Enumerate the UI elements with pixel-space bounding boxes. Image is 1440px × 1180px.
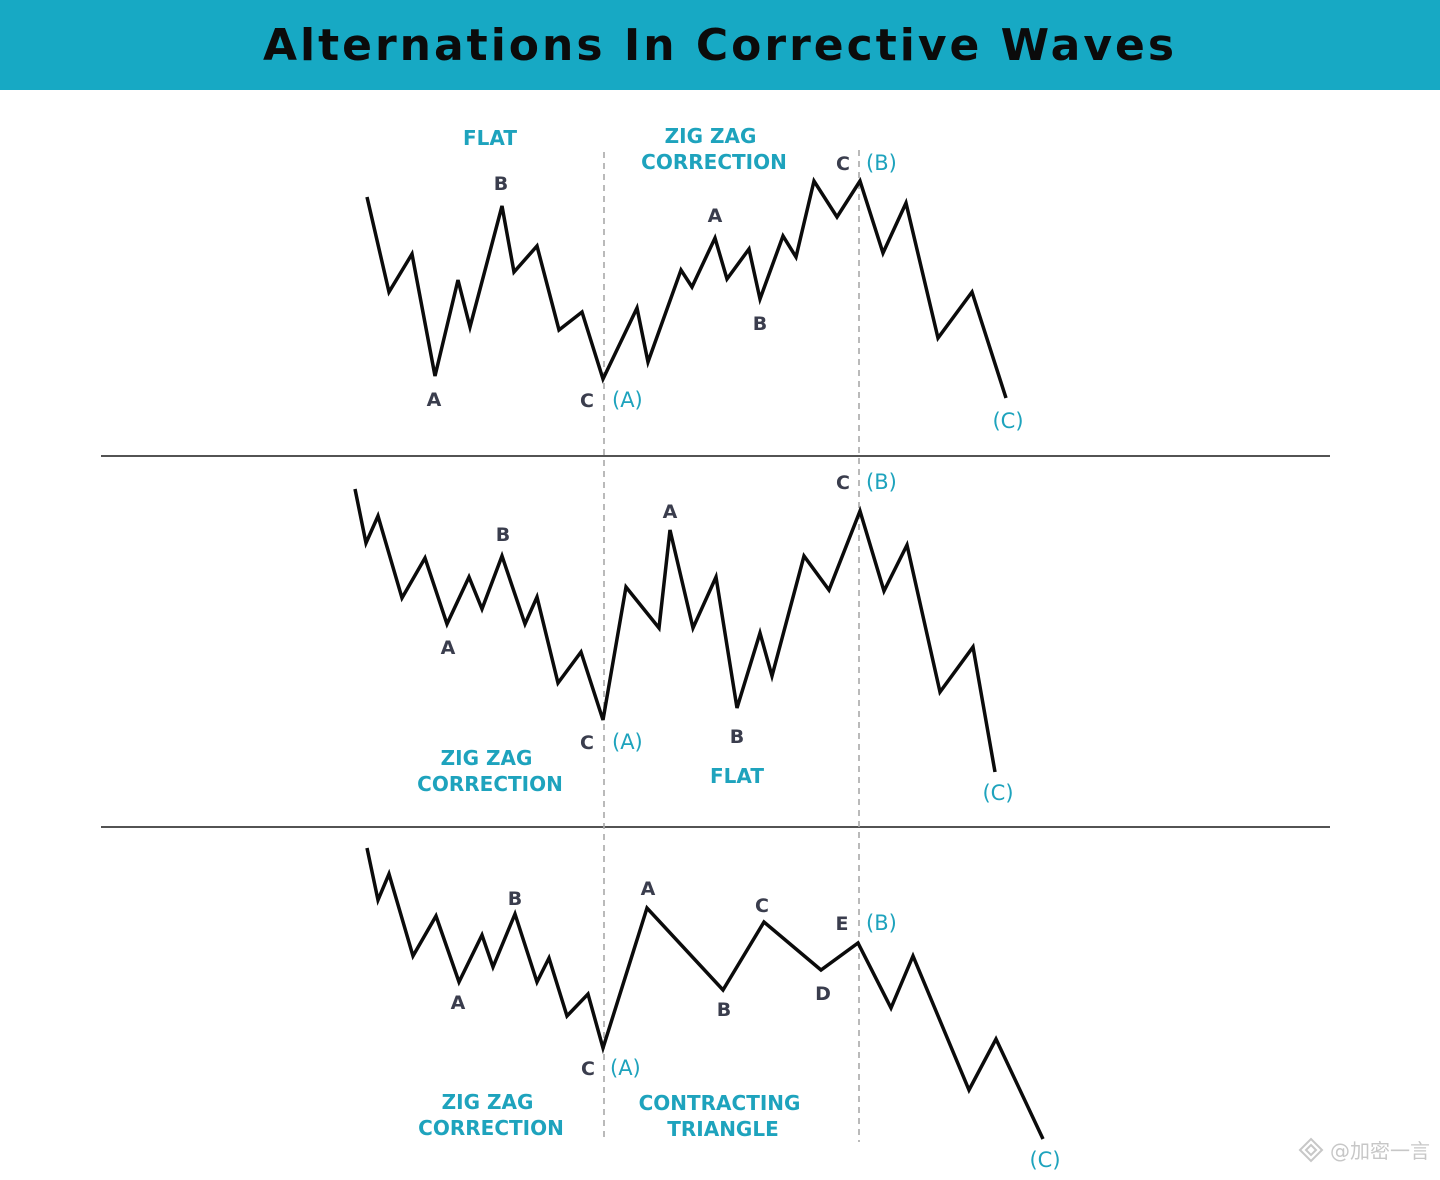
panel-3-title-triangle: CONTRACTING TRIANGLE	[639, 1091, 808, 1141]
diamond-logo-icon	[1298, 1137, 1324, 1162]
title-line: ZIG ZAG	[441, 746, 533, 770]
wave-label: A	[427, 389, 442, 411]
title-line: TRIANGLE	[667, 1117, 779, 1141]
title-line: CORRECTION	[418, 1116, 564, 1140]
panel-3: ZIG ZAG CORRECTION CONTRACTING TRIANGLE …	[365, 847, 1061, 1172]
wave-label: A	[663, 501, 678, 523]
degree-label: (A)	[612, 730, 643, 754]
wave-label: B	[753, 313, 767, 335]
panel-1: FLAT ZIG ZAG CORRECTION B A C A B C (A) …	[365, 124, 1024, 433]
degree-label: (A)	[610, 1056, 641, 1080]
wave-label: D	[815, 983, 831, 1005]
wave-label: B	[730, 726, 744, 748]
title-line: CONTRACTING	[639, 1091, 801, 1115]
degree-label: (C)	[1029, 1148, 1060, 1172]
wave-line-panel-3	[365, 847, 1045, 1140]
watermark-text: @加密一言	[1330, 1139, 1430, 1163]
wave-label: B	[717, 999, 731, 1021]
header-banner: Alternations In Corrective Waves	[0, 0, 1440, 90]
panel-1-title-zigzag: ZIG ZAG CORRECTION	[641, 124, 787, 174]
degree-label: (B)	[866, 911, 897, 935]
wave-line-panel-1	[365, 176, 1008, 399]
wave-label: B	[496, 524, 510, 546]
panel-2-title-flat: FLAT	[710, 764, 764, 788]
degree-label: (C)	[982, 781, 1013, 805]
title-line: FLAT	[710, 764, 764, 788]
wave-label: C	[836, 472, 850, 494]
degree-label: (B)	[866, 151, 897, 175]
wave-label: B	[508, 888, 522, 910]
wave-label: A	[441, 637, 456, 659]
panel-3-title-zigzag: ZIG ZAG CORRECTION	[418, 1090, 564, 1140]
wave-label: C	[581, 1058, 595, 1080]
degree-label: (C)	[992, 409, 1023, 433]
title-line: ZIG ZAG	[665, 124, 757, 148]
wave-label: C	[836, 153, 850, 175]
wave-label: E	[836, 913, 849, 935]
wave-label: C	[755, 895, 769, 917]
degree-label: (B)	[866, 470, 897, 494]
wave-label: B	[494, 173, 508, 195]
wave-label: C	[580, 732, 594, 754]
title-line: CORRECTION	[417, 772, 563, 796]
wave-label: A	[641, 878, 656, 900]
title-line: FLAT	[463, 126, 517, 150]
panel-2: ZIG ZAG CORRECTION FLAT B A C A B C (A) …	[353, 470, 1014, 805]
wave-label: A	[451, 992, 466, 1014]
wave-label: C	[580, 390, 594, 412]
panel-2-title-zigzag: ZIG ZAG CORRECTION	[417, 746, 563, 796]
page-title: Alternations In Corrective Waves	[262, 19, 1178, 71]
degree-label: (A)	[612, 388, 643, 412]
title-line: CORRECTION	[641, 150, 787, 174]
panel-1-title-flat: FLAT	[463, 126, 517, 150]
watermark: @加密一言	[1298, 1135, 1430, 1164]
wave-label: A	[708, 205, 723, 227]
wave-line-panel-2	[353, 488, 997, 773]
title-line: ZIG ZAG	[442, 1090, 534, 1114]
